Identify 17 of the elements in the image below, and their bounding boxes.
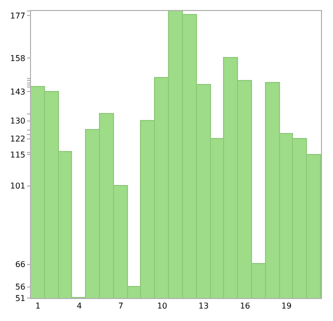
x-tick-label: 1 — [35, 302, 40, 311]
y-tick-label: 177 — [10, 11, 26, 20]
y-tick-label: 51 — [15, 294, 26, 303]
y-tick-label: 130 — [10, 116, 26, 126]
x-tick-label: 16 — [240, 302, 250, 311]
y-tick-label: 56 — [15, 282, 26, 292]
x-tick-label: 10 — [157, 302, 168, 311]
x-tick-label: 13 — [198, 302, 209, 311]
x-tick-label: 4 — [76, 302, 82, 311]
y-tick-label: 66 — [15, 260, 26, 270]
x-tick-label: 19 — [281, 302, 292, 311]
y-tick-label: 143 — [10, 88, 26, 97]
y-tick-label: 158 — [10, 54, 26, 63]
y-tick-label: 122 — [10, 134, 26, 144]
y-tick-label: 115 — [10, 150, 26, 160]
y-tick-label: 101 — [10, 182, 26, 191]
x-tick-label: 7 — [118, 302, 124, 311]
